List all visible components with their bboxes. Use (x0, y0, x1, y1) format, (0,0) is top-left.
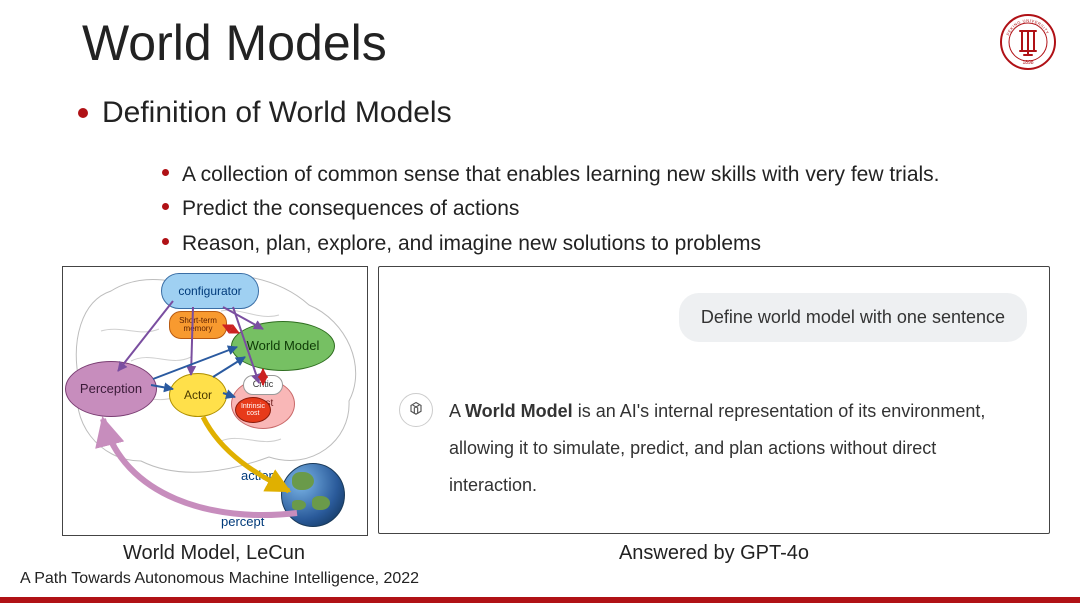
label-percept: percept (221, 514, 264, 529)
earth-icon (281, 463, 345, 527)
node-world-model: World Model (231, 321, 335, 371)
openai-icon (399, 393, 433, 427)
bullet-item: Reason, plan, explore, and imagine new s… (182, 230, 940, 258)
figure-gpt4o-answer: Define world model with one sentence A W… (378, 266, 1050, 534)
node-intrinsic-cost: Intrinsic cost (235, 397, 271, 423)
section-heading: Definition of World Models (102, 96, 452, 130)
node-short-term-memory: Short-term memory (169, 311, 227, 339)
svg-text:1898: 1898 (1022, 60, 1033, 66)
node-actor: Actor (169, 373, 227, 417)
chat-user-prompt: Define world model with one sentence (679, 293, 1027, 342)
label-action: action (241, 468, 276, 483)
bullet-item: A collection of common sense that enable… (182, 161, 940, 189)
slide-root: PEKING UNIVERSITY 1898 World Models Defi… (0, 0, 1080, 603)
node-configurator: configurator (161, 273, 259, 309)
footer-accent-bar (0, 597, 1080, 603)
chat-assistant-answer: A World Model is an AI's internal repres… (449, 393, 1027, 504)
caption-left-sub: A Path Towards Autonomous Machine Intell… (20, 570, 419, 588)
bullet-list: A collection of common sense that enable… (142, 161, 940, 264)
figure-lecun-diagram: configurator Short-term memory World Mod… (62, 266, 368, 536)
page-title: World Models (82, 14, 387, 72)
node-perception: Perception (65, 361, 157, 417)
bullet-item: Predict the consequences of actions (182, 195, 940, 223)
university-logo: PEKING UNIVERSITY 1898 (1000, 14, 1056, 75)
caption-left: World Model, LeCun (62, 542, 366, 565)
caption-right: Answered by GPT-4o (378, 542, 1050, 565)
node-critic: Critic (243, 375, 283, 395)
